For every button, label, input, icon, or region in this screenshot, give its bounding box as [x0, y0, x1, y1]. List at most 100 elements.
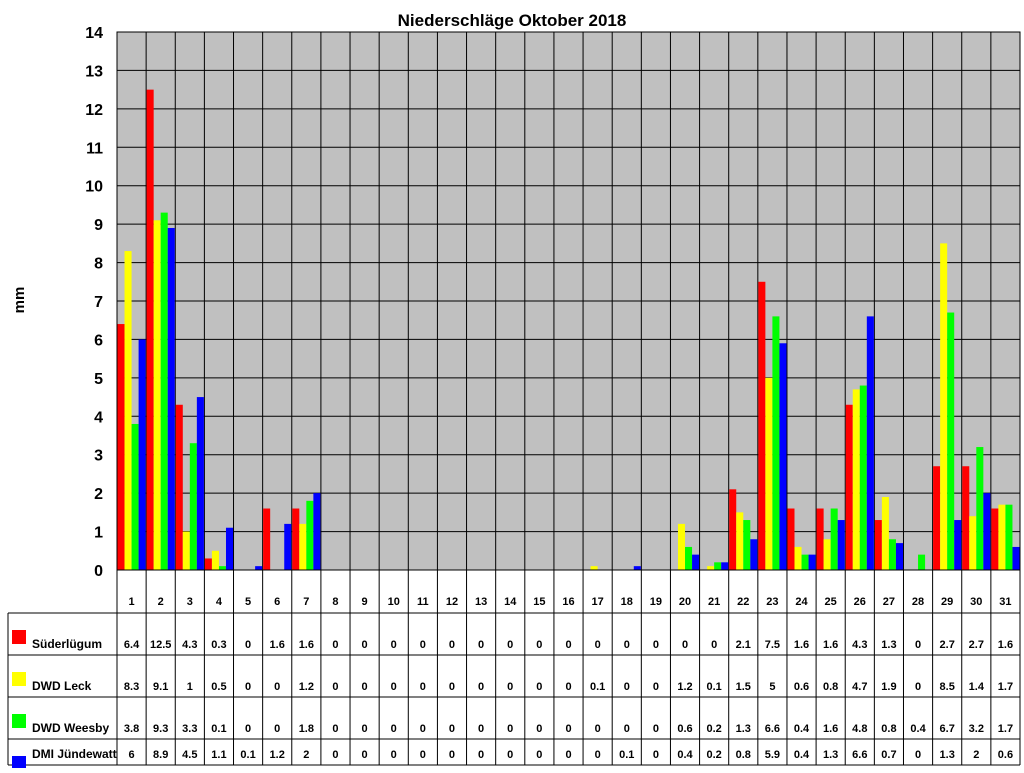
- y-tick-label: 0: [94, 563, 103, 580]
- data-cell: 0: [362, 639, 368, 651]
- bar-dmi-j-ndewatt: [692, 554, 700, 570]
- bar-dwd-leck: [881, 496, 889, 570]
- data-cell: 0.4: [794, 749, 810, 761]
- bar-dwd-leck: [969, 516, 977, 570]
- data-cell: 8.5: [940, 681, 955, 693]
- data-cell: 0: [449, 681, 455, 693]
- data-cell: 0.1: [590, 681, 605, 693]
- x-tick-label: 17: [592, 596, 604, 608]
- data-cell: 0: [624, 723, 630, 735]
- data-cell: 0.1: [240, 749, 255, 761]
- data-cell: 0: [682, 639, 688, 651]
- data-cell: 0: [624, 681, 630, 693]
- data-cell: 12.5: [150, 639, 171, 651]
- data-cell: 0: [449, 723, 455, 735]
- y-tick-label: 1: [94, 525, 103, 542]
- bar-dwd-leck: [998, 504, 1006, 570]
- data-cell: 0: [391, 681, 397, 693]
- y-axis-label: mm: [11, 287, 28, 314]
- data-cell: 4.5: [182, 749, 197, 761]
- data-cell: 0: [420, 723, 426, 735]
- data-cell: 0: [915, 749, 921, 761]
- data-cell: 0: [362, 681, 368, 693]
- data-cell: 0: [332, 723, 338, 735]
- x-tick-label: 19: [650, 596, 662, 608]
- bar-dmi-j-ndewatt: [225, 527, 234, 570]
- bar-dmi-j-ndewatt: [954, 520, 962, 570]
- data-cell: 1.7: [998, 723, 1013, 735]
- data-cell: 0.1: [619, 749, 634, 761]
- bar-s-derl-gum: [933, 466, 941, 570]
- bar-dwd-weesby: [306, 500, 314, 570]
- bar-dwd-leck: [852, 389, 860, 570]
- data-cell: 0: [565, 723, 571, 735]
- data-cell: 0.8: [736, 749, 751, 761]
- data-cell: 6.6: [852, 749, 867, 761]
- data-cell: 1.2: [677, 681, 692, 693]
- data-cell: 0.7: [881, 749, 896, 761]
- data-cell: 1.6: [998, 639, 1013, 651]
- bar-dwd-leck: [940, 243, 948, 570]
- x-tick-label: 5: [245, 596, 251, 608]
- x-tick-label: 1: [129, 596, 135, 608]
- y-tick-label: 6: [94, 332, 103, 349]
- x-tick-label: 18: [621, 596, 633, 608]
- x-tick-label: 6: [274, 596, 280, 608]
- data-cell: 0: [478, 749, 484, 761]
- x-tick-label: 27: [883, 596, 895, 608]
- data-cell: 0: [536, 639, 542, 651]
- data-cell: 0.4: [677, 749, 693, 761]
- data-cell: 0: [245, 681, 251, 693]
- bar-s-derl-gum: [292, 508, 300, 570]
- x-tick-label: 21: [708, 596, 720, 608]
- x-tick-label: 30: [970, 596, 982, 608]
- bar-dmi-j-ndewatt: [895, 543, 903, 570]
- bar-dwd-weesby: [918, 554, 926, 570]
- data-cell: 0: [565, 749, 571, 761]
- bar-dwd-weesby: [801, 554, 809, 570]
- y-tick-label: 14: [85, 25, 103, 42]
- data-cell: 0.5: [211, 681, 226, 693]
- x-tick-label: 4: [216, 596, 223, 608]
- y-tick-label: 13: [85, 63, 103, 80]
- data-cell: 0: [565, 639, 571, 651]
- x-tick-label: 10: [388, 596, 400, 608]
- data-cell: 0.6: [998, 749, 1013, 761]
- bar-dmi-j-ndewatt: [866, 316, 874, 570]
- bar-dwd-weesby: [743, 520, 751, 570]
- y-tick-label: 3: [94, 448, 103, 465]
- y-tick-label: 10: [85, 179, 103, 196]
- data-cell: 6: [129, 749, 135, 761]
- data-cell: 6.4: [124, 639, 140, 651]
- bar-dmi-j-ndewatt: [1012, 546, 1020, 570]
- data-cell: 0: [332, 749, 338, 761]
- bar-dwd-leck: [299, 523, 307, 570]
- bar-dmi-j-ndewatt: [779, 343, 787, 570]
- bar-dmi-j-ndewatt: [196, 397, 204, 570]
- data-cell: 0.2: [706, 749, 721, 761]
- data-cell: 0: [245, 639, 251, 651]
- data-cell: 4.3: [852, 639, 867, 651]
- data-cell: 0: [362, 723, 368, 735]
- y-tick-label: 5: [94, 371, 103, 388]
- data-cell: 0: [565, 681, 571, 693]
- data-cell: 1.6: [299, 639, 314, 651]
- bar-s-derl-gum: [263, 508, 271, 570]
- x-tick-label: 8: [332, 596, 338, 608]
- bar-dwd-leck: [182, 531, 190, 570]
- data-cell: 0.3: [211, 639, 226, 651]
- data-cell: 9.3: [153, 723, 168, 735]
- legend-swatch: [12, 630, 26, 644]
- x-tick-label: 2: [158, 596, 164, 608]
- bar-dwd-leck: [707, 566, 715, 570]
- bar-dwd-leck: [736, 512, 744, 570]
- data-cell: 1.2: [299, 681, 314, 693]
- data-cell: 0: [536, 723, 542, 735]
- data-cell: 0: [653, 639, 659, 651]
- data-cell: 0: [653, 749, 659, 761]
- bar-dwd-weesby: [859, 385, 867, 570]
- data-cell: 0.6: [677, 723, 692, 735]
- data-table: 1 2 3 4 5 6 7 8 9 10 11 12 13 14 15 16 17 18 19 20 21 22 23 24 2…: [7, 570, 1021, 770]
- bar-s-derl-gum: [787, 508, 795, 570]
